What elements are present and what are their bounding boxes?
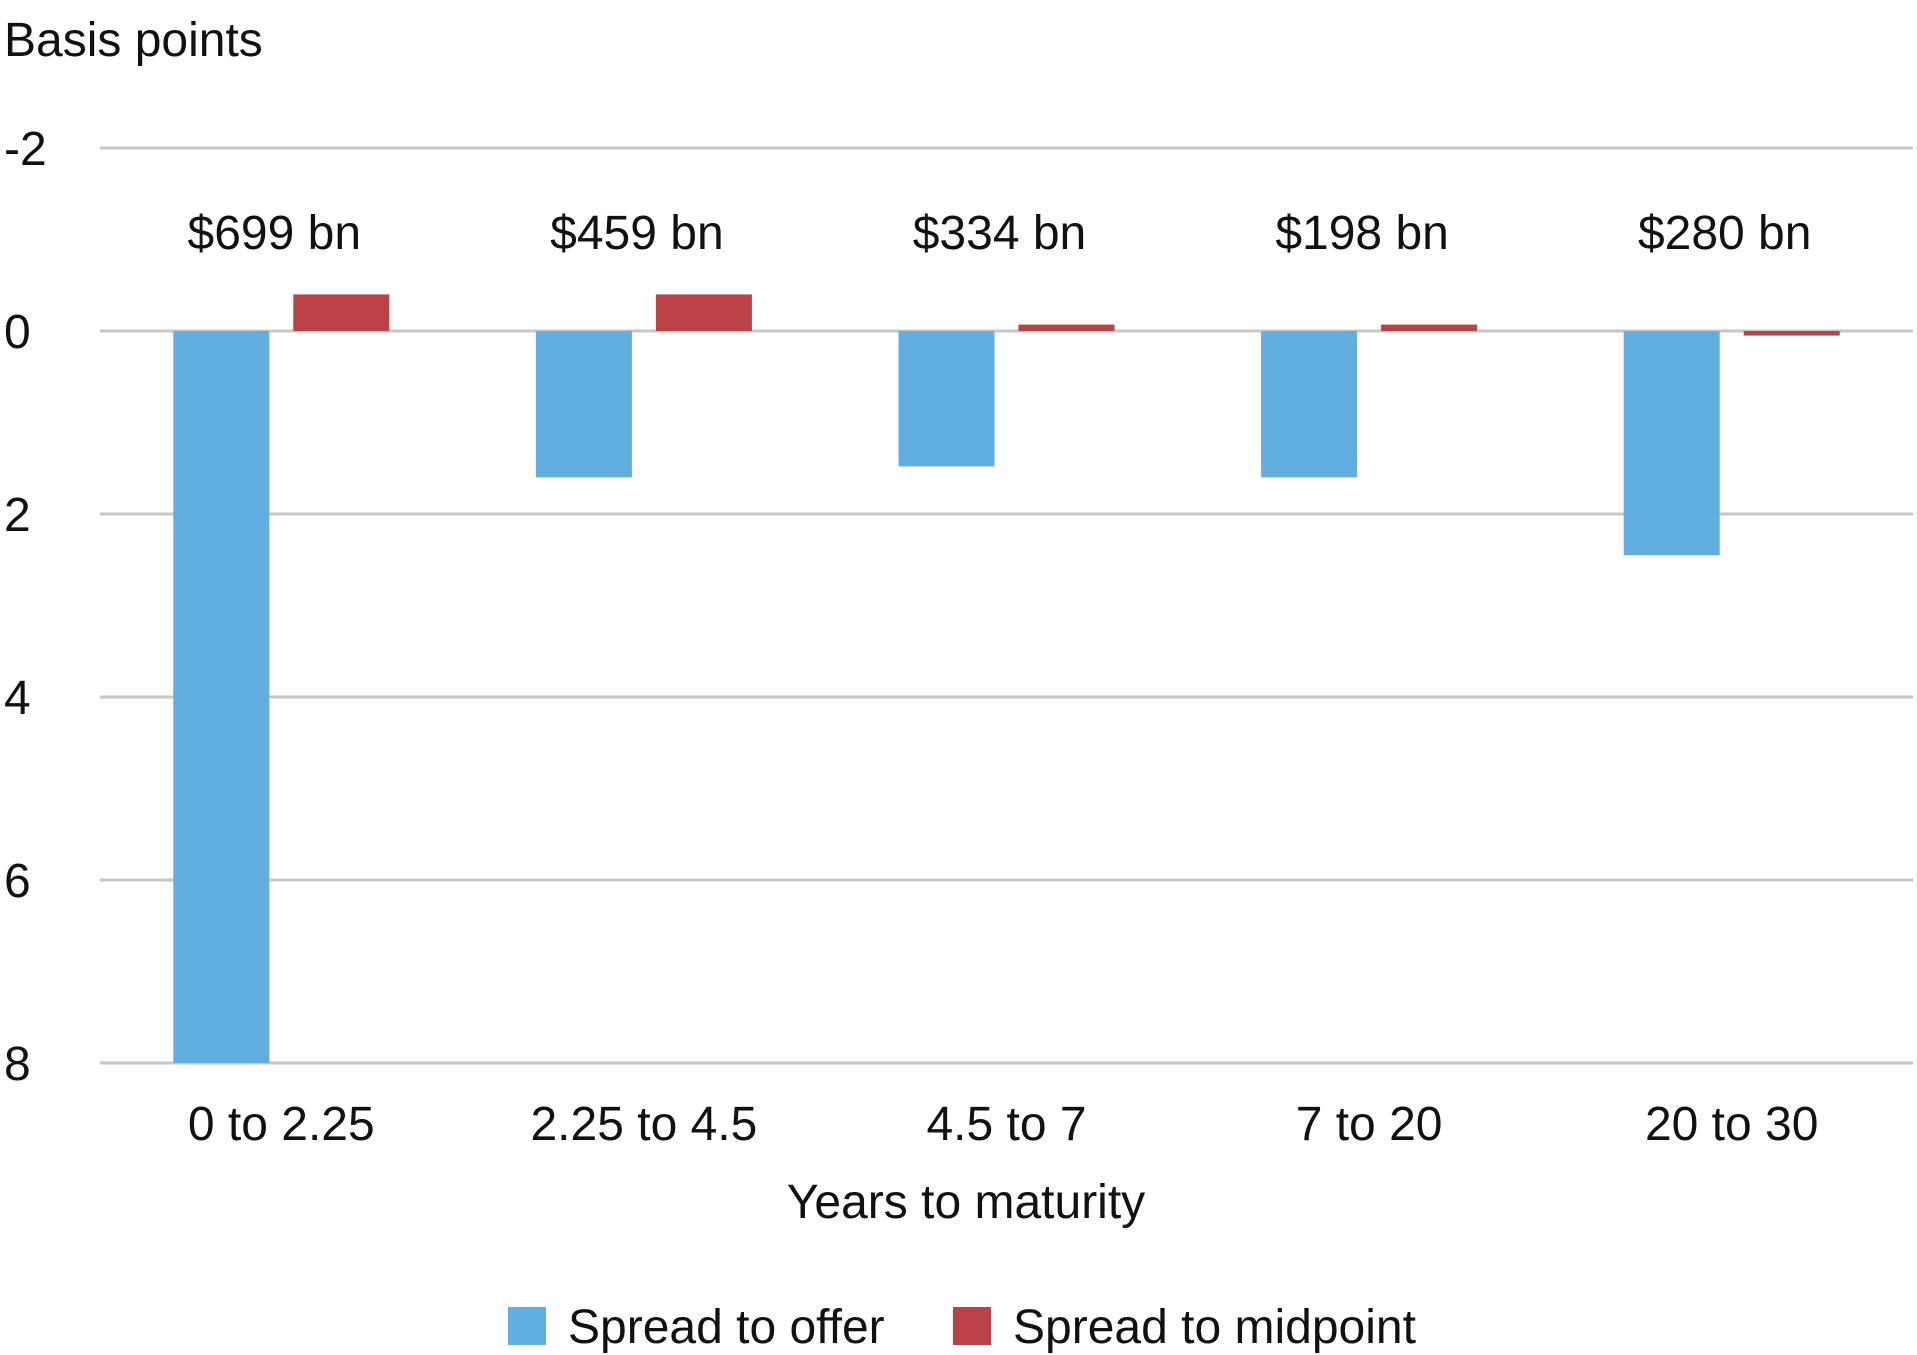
value-annotations: $699 bn $459 bn $334 bn $198 bn $280 bn — [188, 207, 1812, 260]
x-tick-label: 20 to 30 — [1645, 1098, 1818, 1151]
gridlines — [100, 146, 1913, 1065]
bar-spread-to-midpoint — [1381, 324, 1478, 331]
bar-spread-to-midpoint — [1743, 331, 1840, 336]
y-tick-label: 8 — [4, 1038, 31, 1091]
bar-spread-to-offer — [173, 331, 270, 1063]
legend: Spread to offer Spread to midpoint — [508, 1301, 1416, 1354]
value-annotation: $334 bn — [913, 207, 1087, 260]
bars — [173, 294, 1840, 1063]
x-tick-label: 2.25 to 4.5 — [530, 1098, 757, 1151]
bar-spread-to-midpoint — [1018, 324, 1115, 331]
y-axis-title: Basis points — [4, 14, 263, 67]
legend-swatch — [508, 1307, 546, 1345]
value-annotation: $459 bn — [550, 207, 724, 260]
legend-label: Spread to midpoint — [1013, 1301, 1416, 1354]
y-tick-label: 6 — [4, 855, 31, 908]
x-tick-label: 0 to 2.25 — [188, 1098, 375, 1151]
legend-swatch — [953, 1307, 991, 1345]
x-tick-labels: 0 to 2.25 2.25 to 4.5 4.5 to 7 7 to 20 20 to… — [188, 1098, 1819, 1151]
bar-spread-to-offer — [1261, 331, 1358, 478]
bar-spread-to-offer — [535, 331, 632, 478]
bar-spread-to-midpoint — [655, 294, 752, 331]
y-tick-label: 4 — [4, 672, 31, 725]
x-tick-label: 7 to 20 — [1296, 1098, 1443, 1151]
value-annotation: $280 bn — [1638, 207, 1812, 260]
bar-spread-to-offer — [1623, 331, 1720, 556]
bar-spread-to-offer — [898, 331, 995, 467]
y-tick-label: 2 — [4, 489, 31, 542]
bar-spread-to-midpoint — [293, 294, 390, 331]
legend-label: Spread to offer — [568, 1301, 885, 1354]
y-tick-label: 0 — [4, 306, 31, 359]
y-tick-label: -2 — [4, 123, 47, 176]
value-annotation: $699 bn — [188, 207, 362, 260]
x-axis-title: Years to maturity — [787, 1176, 1145, 1229]
y-tick-labels: -2 0 2 4 6 8 — [4, 123, 47, 1091]
x-tick-label: 4.5 to 7 — [926, 1098, 1086, 1151]
value-annotation: $198 bn — [1275, 207, 1449, 260]
